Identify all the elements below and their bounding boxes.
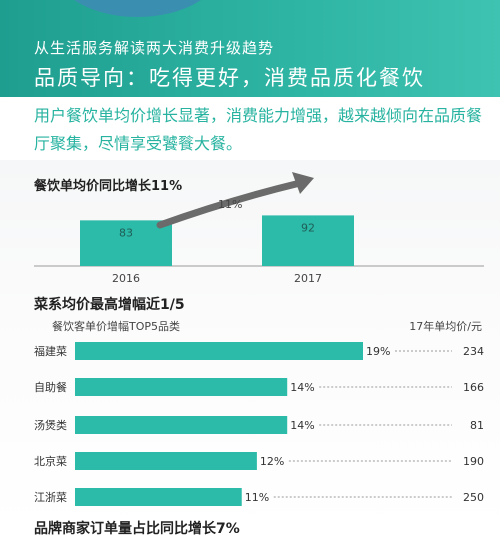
chart2-bar: [75, 488, 242, 506]
chart2-title: 菜系均价最高增幅近1/5: [34, 297, 185, 313]
header-subtitle: 从生活服务解读两大消费升级趋势: [34, 39, 275, 57]
chart1-annotation: 11%: [218, 198, 242, 211]
chart2-bar: [75, 342, 363, 360]
chart2-category-label: 北京菜: [34, 454, 67, 468]
chart2-growth-label: 19%: [366, 345, 390, 358]
header-banner: 从生活服务解读两大消费升级趋势 品质导向：吃得更好，消费品质化餐饮: [0, 0, 500, 97]
chart1-data-label: 83: [119, 226, 133, 239]
chart2-price-label: 190: [463, 455, 484, 468]
chart1-bar: [262, 215, 354, 266]
description-text: 用户餐饮单均价增长显著，消费能力增强，越来越倾向在品质餐厅聚集，尽情享受饕餮大餐…: [34, 106, 483, 153]
chart2-price-label: 166: [463, 381, 484, 394]
chart2-category-label: 汤煲类: [34, 418, 67, 432]
chart2-growth-label: 12%: [260, 455, 284, 468]
chart2-price-label: 250: [463, 491, 484, 504]
chart1-title: 餐饮单均价同比增长11%: [34, 179, 183, 194]
chart1-data-label: 92: [301, 221, 315, 234]
chart2-growth-label: 14%: [290, 419, 314, 432]
chart2-bar: [75, 452, 257, 470]
chart2-category-label: 福建菜: [34, 344, 67, 358]
header-title: 品质导向：吃得更好，消费品质化餐饮: [34, 66, 425, 90]
chart2-category-label: 江浙菜: [34, 491, 67, 504]
chart2-price-label: 234: [463, 345, 484, 358]
chart2-price-label: 81: [470, 419, 484, 432]
chart2-growth-label: 14%: [290, 381, 314, 394]
chart1-tick-label: 2016: [112, 272, 140, 285]
chart1-tick-label: 2017: [294, 272, 322, 285]
growth-arrow: [156, 179, 304, 229]
chart2-caption-right: 17年单均价/元: [409, 320, 482, 333]
chart2-category-label: 自助餐: [34, 380, 67, 394]
growth-arrow-head: [292, 172, 314, 194]
chart1-bar: [80, 220, 172, 266]
chart2-growth-label: 11%: [245, 491, 269, 504]
chart2-bar: [75, 416, 288, 434]
chart2-caption-left: 餐饮客单价增幅TOP5品类: [52, 320, 181, 333]
chart2-bar: [75, 378, 288, 396]
